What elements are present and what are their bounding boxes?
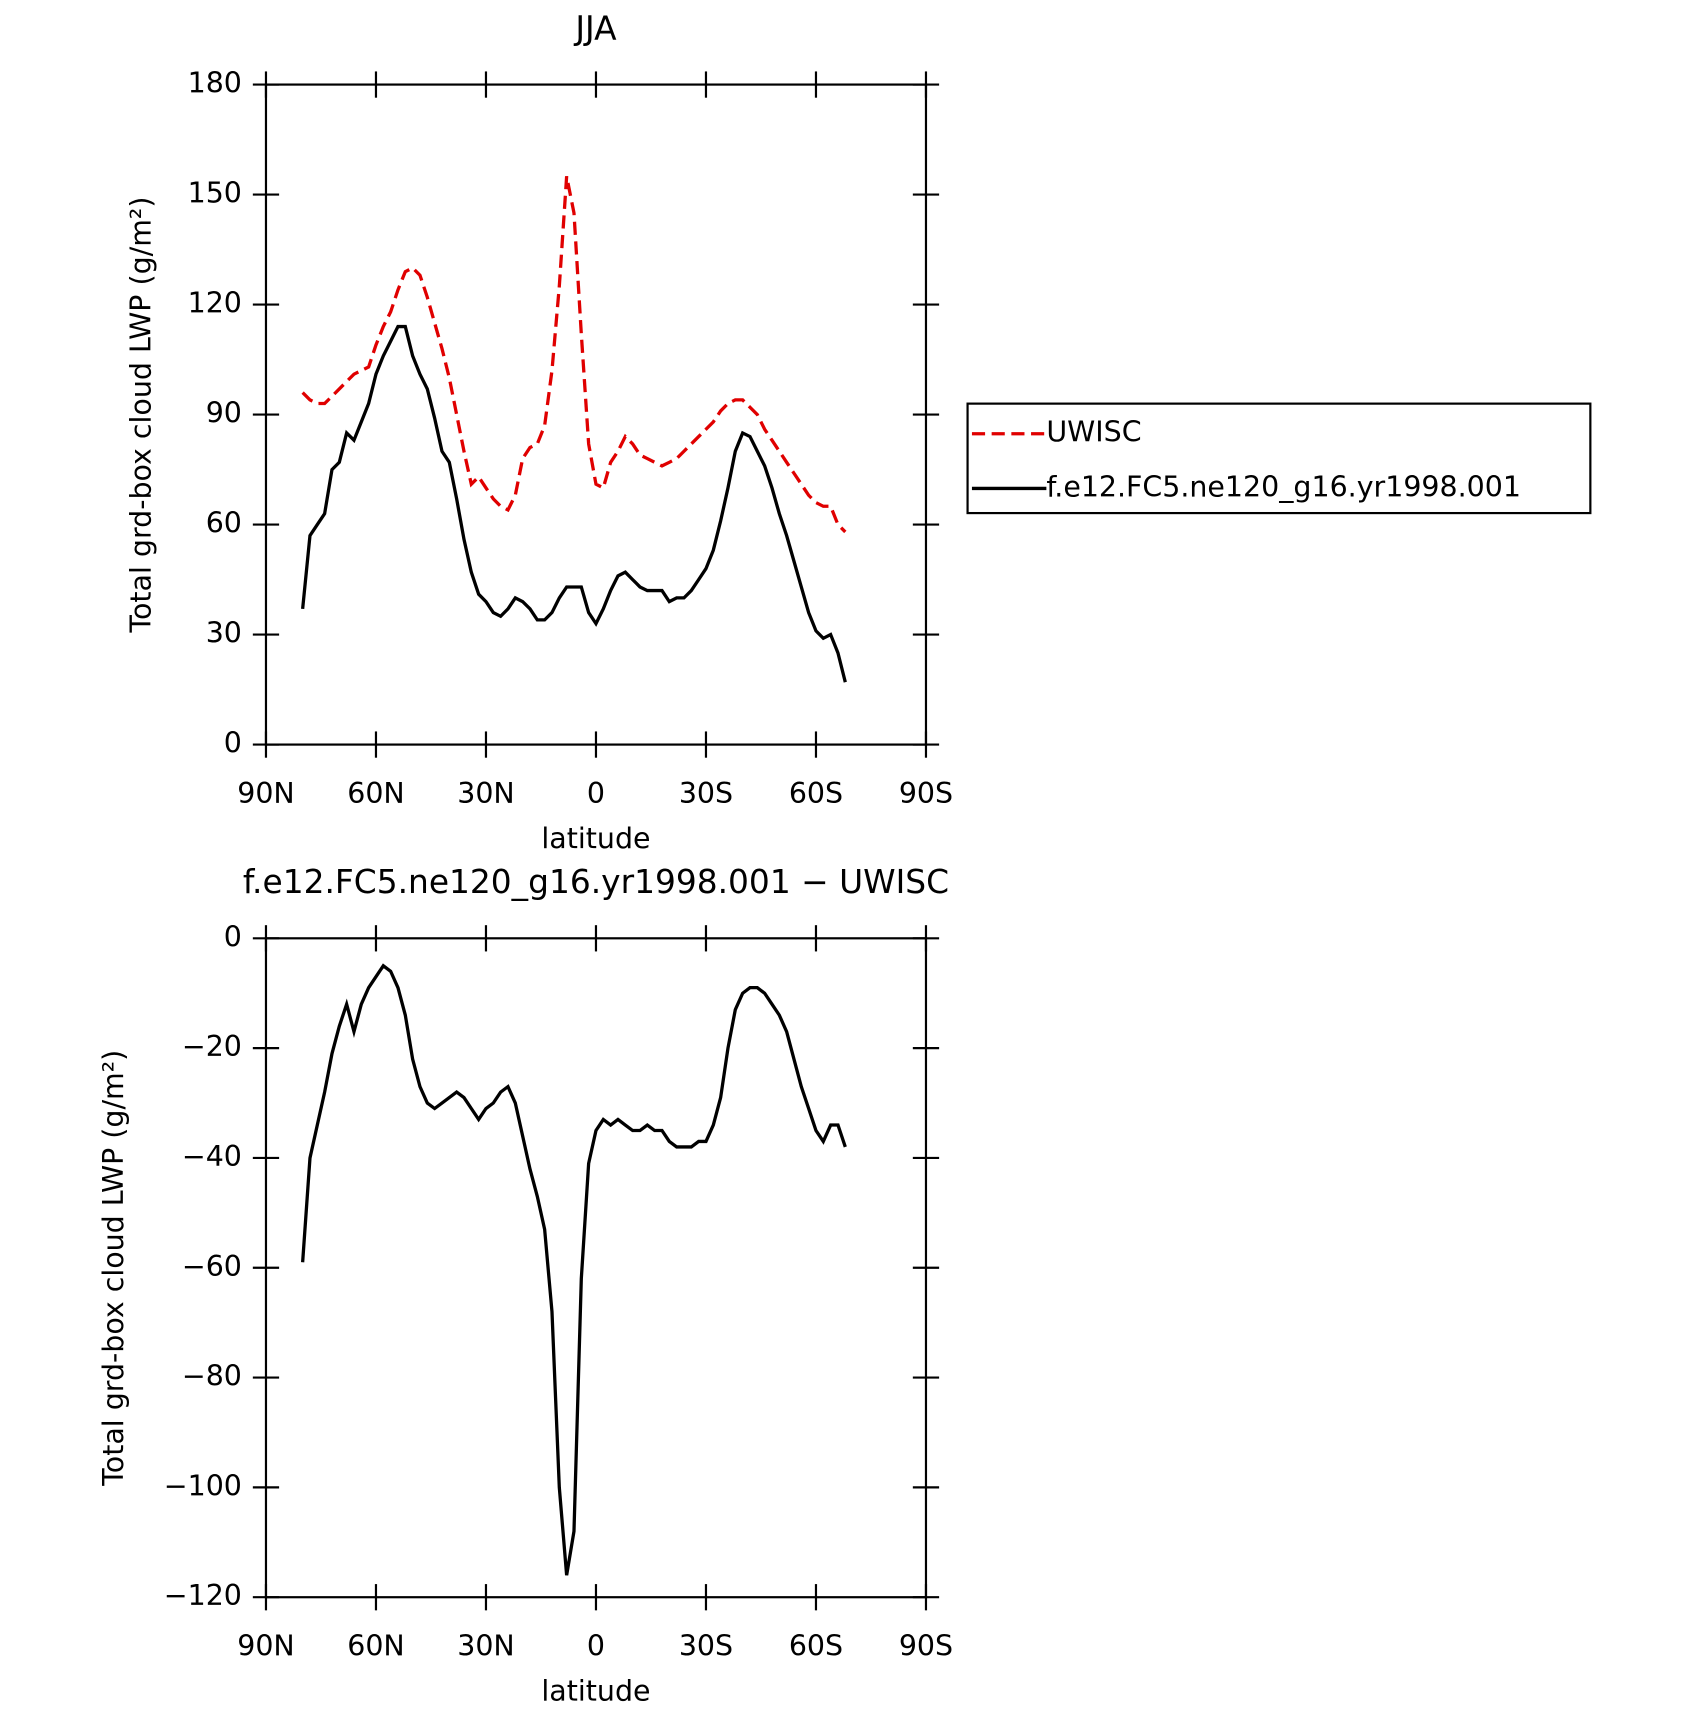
- y-axis-label: Total grd-box cloud LWP (g/m²): [97, 1050, 130, 1487]
- legend-box: [966, 402, 1592, 515]
- x-tick-label: 60N: [347, 1630, 404, 1663]
- data-line: [301, 324, 847, 683]
- plot-frame: [264, 937, 928, 1599]
- x-tick-label: 30N: [457, 1630, 514, 1663]
- x-tick-label: 0: [587, 777, 605, 810]
- y-tick-label: −80: [182, 1360, 242, 1393]
- x-tick-label: 60S: [789, 1630, 843, 1663]
- x-tick-label: 0: [587, 1630, 605, 1663]
- x-tick-label: 30N: [457, 777, 514, 810]
- y-tick-label: −120: [164, 1579, 242, 1612]
- y-tick-label: −100: [164, 1469, 242, 1502]
- y-tick-label: 30: [206, 617, 242, 650]
- data-line: [301, 963, 847, 1576]
- y-tick-label: −20: [182, 1030, 242, 1063]
- x-tick-label: 60N: [347, 777, 404, 810]
- y-tick-label: 150: [188, 177, 242, 210]
- x-tick-label: 90N: [237, 777, 294, 810]
- legend-label: f.e12.FC5.ne120_g16.yr1998.001: [1046, 470, 1521, 503]
- x-tick-label: 90N: [237, 1630, 294, 1663]
- y-tick-label: 120: [188, 287, 242, 320]
- x-axis-label: latitude: [541, 822, 650, 855]
- x-tick-label: 60S: [789, 777, 843, 810]
- data-line: [301, 175, 847, 534]
- y-tick-label: 90: [206, 397, 242, 430]
- x-tick-label: 90S: [899, 1630, 953, 1663]
- chart-title: f.e12.FC5.ne120_g16.yr1998.001 − UWISC: [243, 863, 949, 901]
- x-tick-label: 90S: [899, 777, 953, 810]
- y-tick-label: 0: [224, 920, 242, 953]
- chart-title: JJA: [573, 9, 617, 47]
- y-axis-label: Total grd-box cloud LWP (g/m²): [124, 197, 157, 634]
- x-tick-label: 30S: [679, 777, 733, 810]
- legend-label: UWISC: [1046, 416, 1141, 449]
- y-tick-label: −60: [182, 1250, 242, 1283]
- y-tick-label: 0: [224, 727, 242, 760]
- x-axis-label: latitude: [541, 1674, 650, 1707]
- y-tick-label: −40: [182, 1140, 242, 1173]
- y-tick-label: 60: [206, 507, 242, 540]
- x-tick-label: 30S: [679, 1630, 733, 1663]
- y-tick-label: 180: [188, 67, 242, 100]
